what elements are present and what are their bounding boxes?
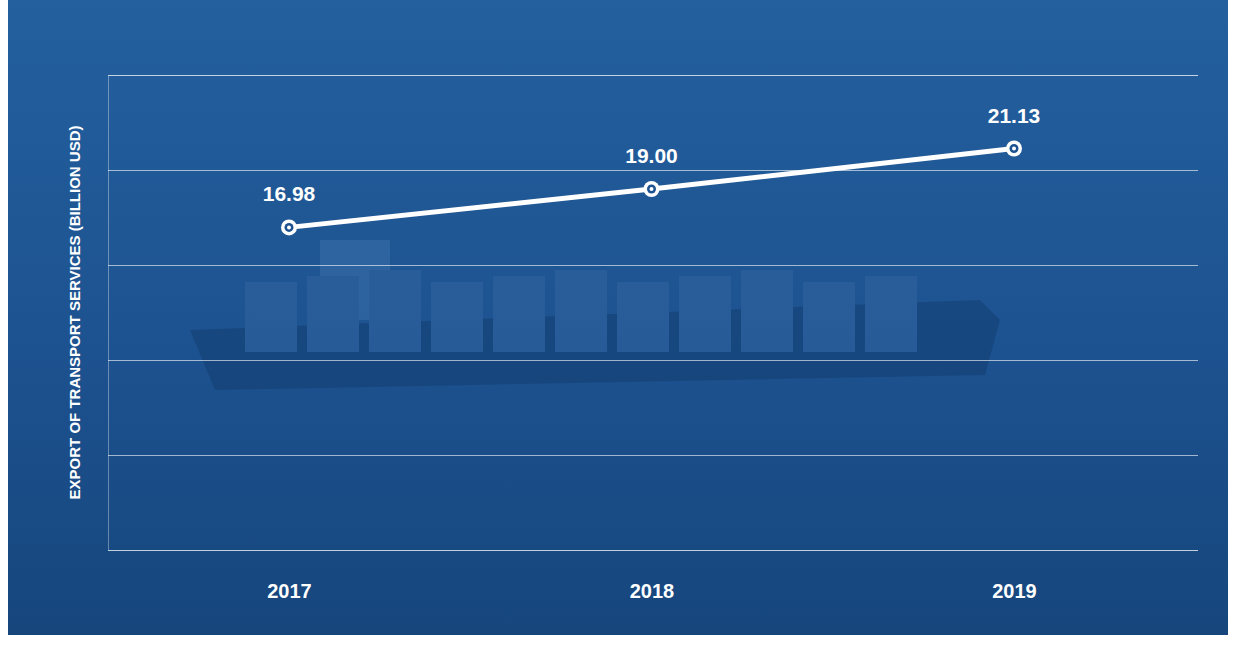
marker-inner <box>285 223 294 232</box>
data-label: 16.98 <box>263 182 316 205</box>
y-tick <box>108 265 1198 266</box>
ship-container <box>679 276 731 352</box>
ship-container <box>617 282 669 352</box>
ship-container <box>307 276 359 352</box>
grid-line <box>108 75 1198 76</box>
y-axis <box>108 76 1198 551</box>
marker-outer <box>644 181 660 197</box>
ship-decoration <box>190 240 1000 390</box>
x-tick: 2018 <box>630 550 675 602</box>
data-label: 19.00 <box>625 144 678 167</box>
x-tick: 2017 <box>267 550 312 602</box>
ship-container <box>493 276 545 352</box>
point-marker <box>1006 141 1022 157</box>
grid-line <box>108 265 1198 266</box>
grid-line <box>108 360 1198 361</box>
data-label: 21.13 <box>988 104 1041 127</box>
marker-outer <box>1006 141 1022 157</box>
ship-container <box>245 282 297 352</box>
marks <box>281 141 1022 236</box>
x-tick-label: 2018 <box>630 580 675 602</box>
y-tick <box>108 170 1198 171</box>
y-tick <box>108 550 1198 551</box>
grid-line <box>108 170 1198 171</box>
ship-container <box>865 276 917 352</box>
grid-line <box>108 550 1198 551</box>
y-tick <box>108 455 1198 456</box>
ship-container <box>555 270 607 352</box>
point-marker <box>644 181 660 197</box>
y-tick <box>108 75 1198 76</box>
marker-inner <box>647 185 656 194</box>
marker-center <box>650 187 654 191</box>
y-axis-title: EXPORT OF TRANSPORT SERVICES (BILLION US… <box>66 126 83 500</box>
point-marker <box>281 219 297 235</box>
marker-inner <box>1010 144 1019 153</box>
ship-container <box>803 282 855 352</box>
x-tick-label: 2017 <box>267 580 312 602</box>
x-tick: 2019 <box>992 550 1037 602</box>
data-labels: 16.98 19.00 21.13 <box>263 104 1041 206</box>
marker-center <box>287 225 291 229</box>
ship-container <box>741 270 793 352</box>
grid-line <box>108 455 1198 456</box>
ship-container <box>369 270 421 352</box>
marker-outer <box>281 219 297 235</box>
marker-center <box>1012 147 1016 151</box>
y-axis-line <box>109 76 1199 551</box>
chart: 2017 2018 2019 EXPORT OF TRANSPORT SERVICES… <box>0 0 1236 655</box>
ship-container <box>431 282 483 352</box>
y-tick <box>108 360 1198 361</box>
x-tick-label: 2019 <box>992 580 1037 602</box>
background <box>8 0 1228 635</box>
x-axis: 2017 2018 2019 <box>267 550 1037 602</box>
